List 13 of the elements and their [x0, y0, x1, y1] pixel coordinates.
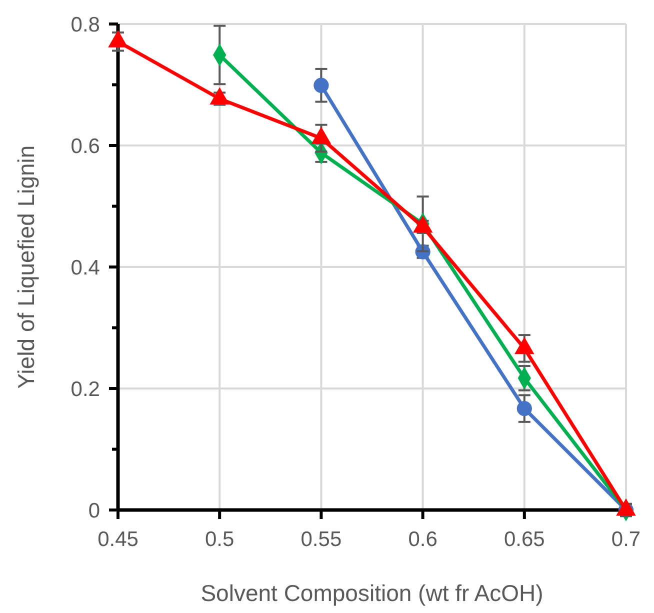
x-tick-label: 0.6 — [408, 528, 438, 551]
x-axis-title: Solvent Composition (wt fr AcOH) — [200, 580, 544, 606]
x-tick-label: 0.55 — [300, 528, 342, 551]
y-tick-label: 0.2 — [70, 378, 100, 401]
x-tick-label: 0.7 — [611, 528, 641, 551]
x-tick-label: 0.65 — [504, 528, 545, 551]
y-tick-label: 0 — [88, 499, 100, 522]
x-tick-label: 0.45 — [98, 528, 138, 551]
x-tick-label: 0.5 — [205, 528, 234, 551]
y-tick-label: 0.4 — [70, 256, 100, 280]
y-tick-label: 0.8 — [70, 13, 100, 36]
y-axis-title: Yield of Liquefied Lignin — [13, 145, 39, 389]
y-tick-label: 0.6 — [70, 134, 100, 158]
